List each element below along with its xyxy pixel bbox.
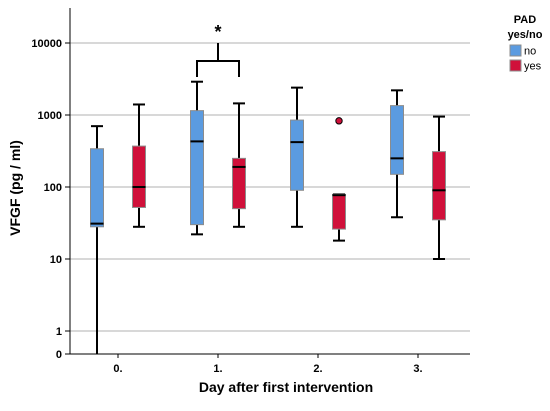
x-tick-label: 3. [413, 363, 422, 375]
x-tick-label: 1. [213, 363, 222, 375]
y-axis-title: VFGF (pg / ml) [7, 140, 23, 236]
legend-swatch-no [509, 44, 522, 57]
iqr-box [332, 193, 346, 230]
x-axis-title: Day after first intervention [199, 379, 373, 395]
x-tick-label: 0. [113, 363, 122, 375]
x-tick-label: 2. [313, 363, 322, 375]
y-tick-label: 10000 [31, 38, 62, 50]
box-yes-3 [432, 115, 446, 260]
iqr-box [432, 151, 446, 221]
gridlines [70, 42, 470, 332]
iqr-box [232, 157, 246, 210]
box-yes-0 [132, 103, 146, 228]
axes: 0 1 10 100 1000 10000 0. 1. 2. 3. [31, 8, 470, 375]
y-tick-label: 1 [56, 326, 62, 338]
box-no-0 [90, 125, 104, 354]
box-no-2 [290, 86, 304, 228]
y-tick-label: 10 [50, 254, 62, 266]
legend-label-no: no [524, 46, 536, 58]
box-no-3 [390, 89, 404, 219]
legend-title-line-1: PAD [514, 14, 536, 26]
iqr-box [190, 110, 204, 226]
boxes [90, 80, 446, 354]
iqr-box [390, 105, 404, 175]
legend: PAD yes/no no yes [508, 14, 543, 73]
legend-swatch-yes [509, 59, 522, 72]
iqr-box [132, 145, 146, 208]
y-tick-label: 0 [56, 349, 62, 361]
y-tick-label: 1000 [38, 110, 62, 122]
box-no-1 [190, 80, 204, 236]
significance-bracket [196, 60, 240, 77]
legend-title-line-2: yes/no [508, 29, 543, 41]
box-yes-2 [332, 117, 346, 242]
significance-star: * [214, 22, 221, 42]
iqr-box [90, 148, 104, 228]
y-tick-label: 100 [44, 182, 62, 194]
iqr-box [290, 119, 304, 191]
significance-annotations: * [196, 22, 240, 77]
box-yes-1 [232, 102, 246, 228]
outlier-point [335, 117, 343, 125]
legend-label-yes: yes [524, 61, 542, 73]
